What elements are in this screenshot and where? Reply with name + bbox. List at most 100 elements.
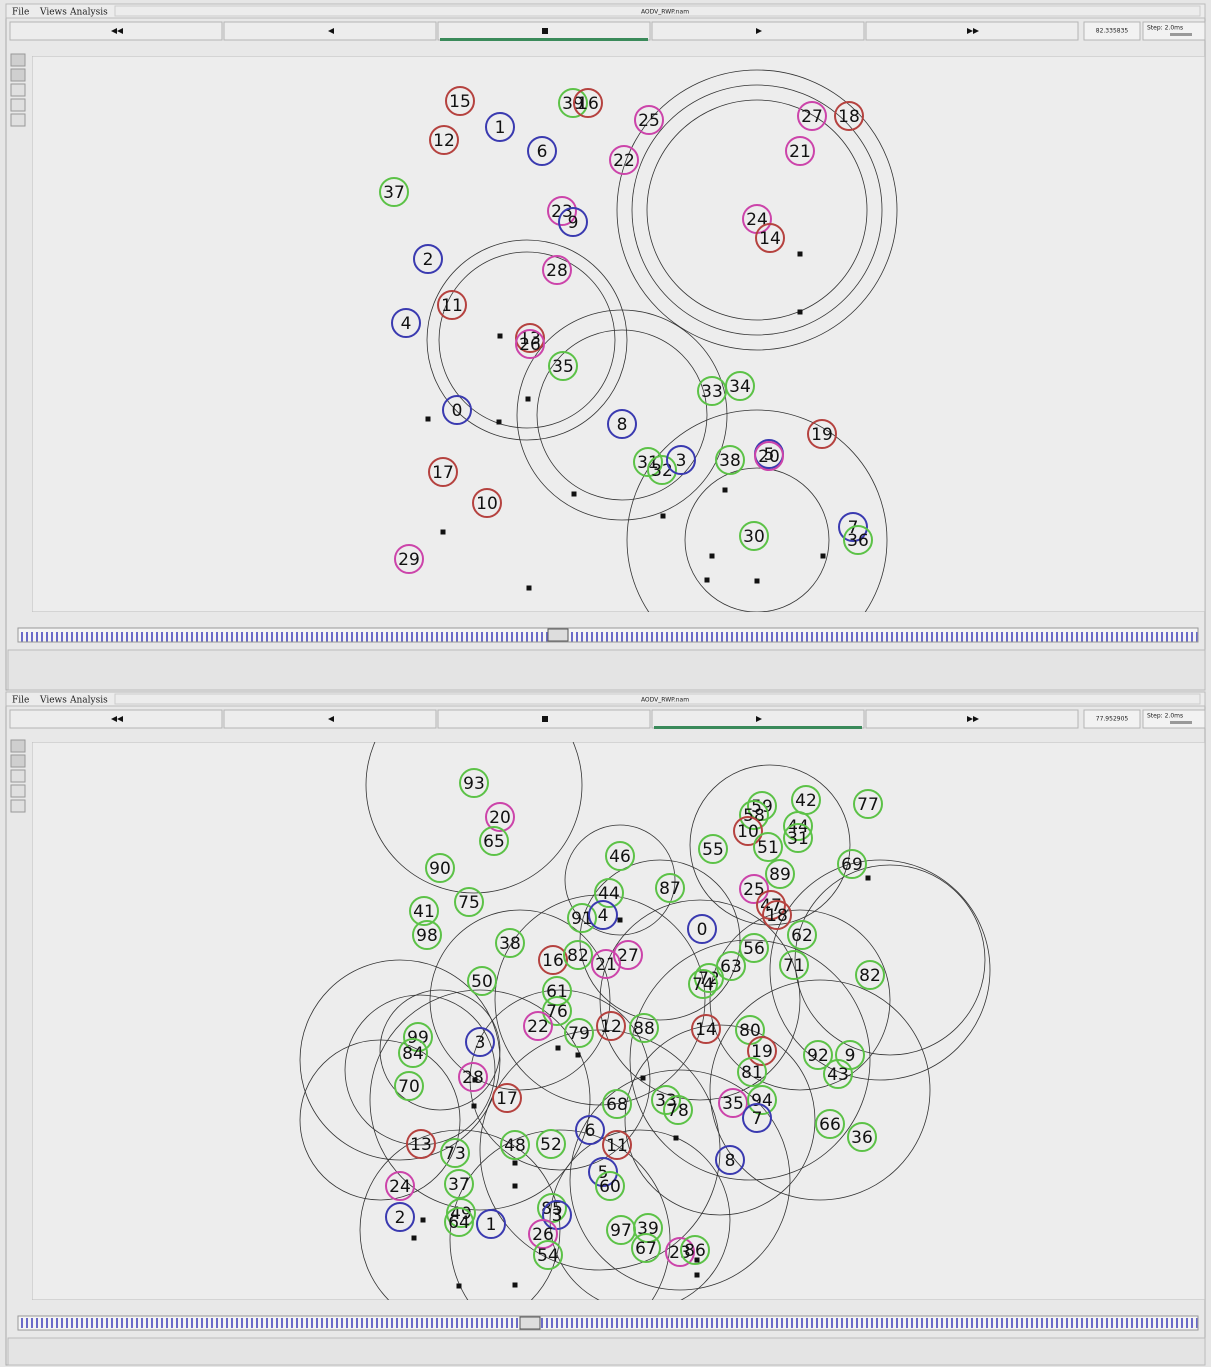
node[interactable]	[843, 525, 873, 555]
step-slider[interactable]	[1170, 33, 1192, 36]
node[interactable]	[666, 445, 696, 475]
node[interactable]	[444, 1169, 474, 1199]
menu-item[interactable]: Analysis	[69, 8, 108, 18]
node[interactable]	[500, 1130, 530, 1160]
node[interactable]	[567, 903, 597, 933]
menu-item[interactable]: File	[12, 696, 29, 706]
node[interactable]	[737, 1057, 767, 1087]
tool-icon[interactable]	[10, 68, 26, 82]
node[interactable]	[458, 1062, 488, 1092]
node[interactable]	[406, 1129, 436, 1159]
node[interactable]	[754, 441, 784, 471]
node[interactable]	[691, 1014, 721, 1044]
node[interactable]	[523, 1011, 553, 1041]
step-slider[interactable]	[1170, 721, 1192, 724]
node[interactable]	[747, 1085, 777, 1115]
node[interactable]	[594, 878, 624, 908]
node[interactable]	[663, 1095, 693, 1125]
node[interactable]	[595, 1171, 625, 1201]
node[interactable]	[815, 1109, 845, 1139]
node[interactable]	[602, 1089, 632, 1119]
timeline[interactable]	[17, 1315, 1199, 1331]
node[interactable]	[492, 1083, 522, 1113]
node[interactable]	[797, 101, 827, 131]
node[interactable]	[803, 1040, 833, 1070]
node[interactable]	[651, 1085, 681, 1115]
node[interactable]	[807, 419, 837, 449]
node[interactable]	[413, 244, 443, 274]
node[interactable]	[465, 1027, 495, 1057]
node[interactable]	[655, 873, 685, 903]
node[interactable]	[527, 136, 557, 166]
node[interactable]	[783, 823, 813, 853]
node[interactable]	[558, 88, 588, 118]
tool-icon[interactable]	[10, 53, 26, 67]
node[interactable]	[385, 1202, 415, 1232]
node[interactable]	[542, 255, 572, 285]
node[interactable]	[742, 1103, 772, 1133]
node[interactable]	[409, 896, 439, 926]
node[interactable]	[687, 914, 717, 944]
node[interactable]	[633, 447, 663, 477]
node[interactable]	[558, 207, 588, 237]
node[interactable]	[694, 963, 724, 993]
node[interactable]	[588, 900, 618, 930]
node[interactable]	[547, 196, 577, 226]
tool-icon[interactable]	[10, 739, 26, 753]
node[interactable]	[698, 834, 728, 864]
node[interactable]	[647, 455, 677, 485]
node[interactable]	[515, 329, 545, 359]
timeline[interactable]	[17, 627, 1199, 643]
node[interactable]	[779, 950, 809, 980]
node[interactable]	[485, 802, 515, 832]
node[interactable]	[596, 1011, 626, 1041]
node[interactable]	[680, 1235, 710, 1265]
node[interactable]	[403, 1022, 433, 1052]
node[interactable]	[715, 1145, 745, 1175]
node[interactable]	[542, 976, 572, 1006]
node[interactable]	[591, 949, 621, 979]
tool-icon[interactable]	[10, 799, 26, 813]
node[interactable]	[472, 488, 502, 518]
node[interactable]	[747, 1036, 777, 1066]
node[interactable]	[575, 1115, 605, 1145]
node[interactable]	[853, 789, 883, 819]
node[interactable]	[631, 1233, 661, 1263]
node[interactable]	[718, 1088, 748, 1118]
node[interactable]	[398, 1038, 428, 1068]
node[interactable]	[442, 395, 472, 425]
node[interactable]	[428, 457, 458, 487]
menu-item[interactable]: Views	[39, 8, 67, 18]
node[interactable]	[753, 832, 783, 862]
node[interactable]	[633, 1213, 663, 1243]
node[interactable]	[440, 1138, 470, 1168]
node[interactable]	[444, 1207, 474, 1237]
node[interactable]	[564, 1018, 594, 1048]
node[interactable]	[563, 940, 593, 970]
node[interactable]	[605, 841, 635, 871]
node[interactable]	[765, 859, 795, 889]
tool-icon[interactable]	[10, 754, 26, 768]
node[interactable]	[429, 125, 459, 155]
node[interactable]	[536, 1129, 566, 1159]
node[interactable]	[412, 920, 442, 950]
node[interactable]	[715, 445, 745, 475]
node[interactable]	[739, 521, 769, 551]
node[interactable]	[385, 1171, 415, 1201]
node[interactable]	[548, 351, 578, 381]
node[interactable]	[855, 960, 885, 990]
node[interactable]	[533, 1240, 563, 1270]
node[interactable]	[835, 1040, 865, 1070]
node[interactable]	[394, 1071, 424, 1101]
node[interactable]	[538, 945, 568, 975]
node[interactable]	[542, 996, 572, 1026]
node[interactable]	[785, 136, 815, 166]
node[interactable]	[573, 88, 603, 118]
node[interactable]	[783, 811, 813, 841]
node[interactable]	[602, 1130, 632, 1160]
node[interactable]	[391, 308, 421, 338]
node[interactable]	[607, 409, 637, 439]
node[interactable]	[454, 887, 484, 917]
menu-item[interactable]: Analysis	[69, 696, 108, 706]
node[interactable]	[425, 853, 455, 883]
